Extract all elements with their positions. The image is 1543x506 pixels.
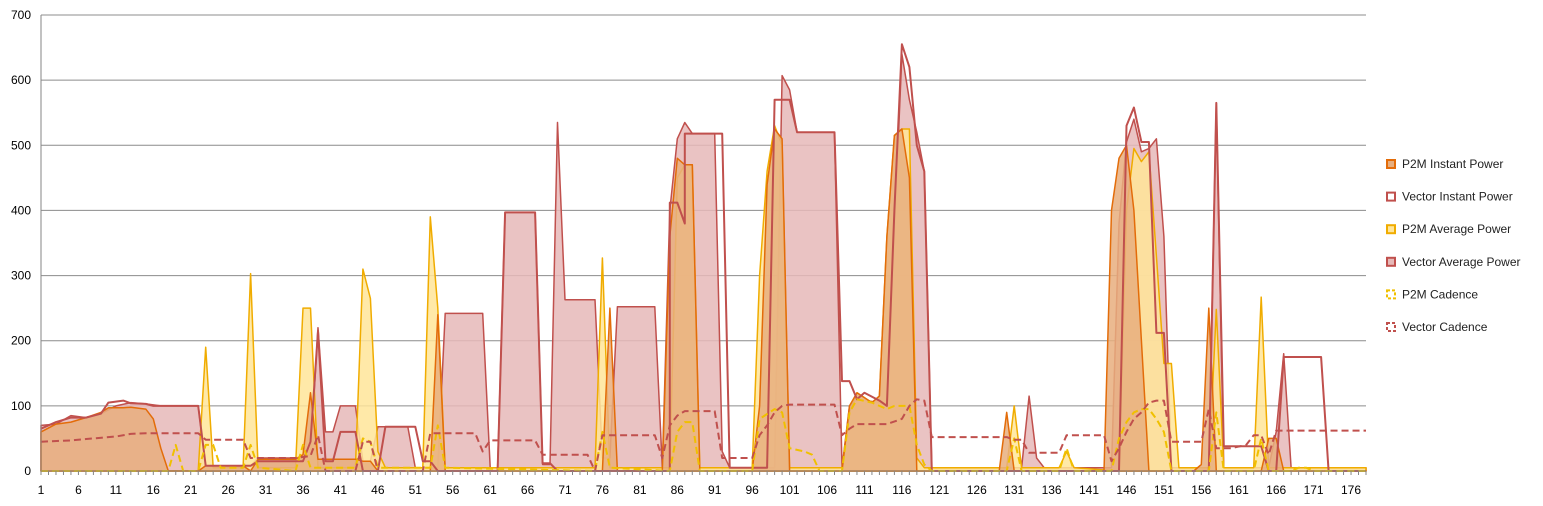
x-axis-tick-labels: 1 6 11 16 21 26 31 36 41 46 51 56 61 66 71 76 81 86 91 96 10…: [38, 483, 1362, 497]
axes: [40, 15, 1367, 475]
x-tick-label: 131: [1004, 483, 1024, 497]
x-tick-label: 36: [296, 483, 310, 497]
legend: P2M Instant Power Vector Instant Power P2M…: [1386, 157, 1521, 334]
x-tick-label: 31: [259, 483, 273, 497]
y-tick-label: 400: [11, 203, 31, 217]
legend-swatch: [1386, 289, 1396, 300]
x-tick-label: 91: [708, 483, 722, 497]
x-tick-label: 101: [780, 483, 800, 497]
x-tick-label: 71: [558, 483, 572, 497]
x-tick-label: 86: [671, 483, 685, 497]
x-tick-label: 151: [1154, 483, 1174, 497]
x-tick-label: 21: [184, 483, 198, 497]
y-tick-label: 500: [11, 138, 31, 152]
x-tick-label: 26: [221, 483, 235, 497]
x-tick-label: 171: [1304, 483, 1324, 497]
legend-swatch: [1386, 159, 1396, 169]
legend-swatch: [1386, 322, 1396, 332]
x-tick-label: 161: [1229, 483, 1249, 497]
legend-item-p2m-average-power: P2M Average Power: [1386, 222, 1511, 236]
x-tick-label: 141: [1079, 483, 1099, 497]
legend-label: Vector Cadence: [1402, 320, 1488, 334]
x-tick-label: 146: [1116, 483, 1136, 497]
x-tick-label: 76: [596, 483, 610, 497]
legend-item-p2m-instant-power: P2M Instant Power: [1386, 157, 1503, 171]
y-tick-label: 200: [11, 334, 31, 348]
y-tick-label: 300: [11, 269, 31, 283]
legend-label: P2M Instant Power: [1402, 157, 1503, 171]
legend-label: Vector Average Power: [1402, 255, 1521, 269]
x-tick-label: 96: [745, 483, 759, 497]
x-tick-label: 41: [334, 483, 348, 497]
legend-swatch: [1386, 256, 1396, 267]
x-tick-label: 66: [521, 483, 535, 497]
x-tick-label: 61: [483, 483, 497, 497]
legend-item-vector-cadence: Vector Cadence: [1386, 320, 1488, 334]
x-tick-label: 126: [967, 483, 987, 497]
legend-item-p2m-cadence: P2M Cadence: [1386, 287, 1478, 301]
x-tick-label: 81: [633, 483, 647, 497]
legend-swatch: [1386, 191, 1396, 202]
legend-item-vector-average-power: Vector Average Power: [1386, 255, 1521, 269]
x-tick-label: 11: [110, 483, 123, 497]
y-tick-label: 0: [24, 464, 31, 478]
x-tick-label: 176: [1341, 483, 1361, 497]
x-tick-label: 136: [1042, 483, 1062, 497]
y-tick-label: 700: [11, 8, 31, 22]
legend-label: P2M Average Power: [1402, 222, 1511, 236]
x-tick-label: 111: [855, 483, 874, 497]
legend-label: Vector Instant Power: [1402, 190, 1513, 204]
x-tick-label: 156: [1191, 483, 1211, 497]
x-tick-label: 116: [892, 483, 911, 497]
y-axis-tick-labels: 0 100 200 300 400 500 600 700: [11, 8, 31, 478]
x-tick-label: 16: [147, 483, 161, 497]
x-tick-label: 46: [371, 483, 385, 497]
legend-item-vector-instant-power: Vector Instant Power: [1386, 190, 1513, 204]
x-tick-label: 121: [929, 483, 949, 497]
series-line-vector-cadence: [40, 398, 1366, 472]
x-tick-label: 166: [1266, 483, 1286, 497]
y-tick-label: 600: [11, 73, 31, 87]
legend-label: P2M Cadence: [1402, 287, 1478, 301]
x-tick-label: 56: [446, 483, 460, 497]
x-tick-label: 1: [38, 483, 45, 497]
series-line-vector-instant-power: [40, 43, 1366, 472]
x-tick-label: 6: [75, 483, 82, 497]
x-tick-label: 51: [409, 483, 423, 497]
y-tick-label: 100: [11, 399, 31, 413]
x-tick-label: 106: [817, 483, 837, 497]
legend-swatch: [1386, 224, 1396, 235]
